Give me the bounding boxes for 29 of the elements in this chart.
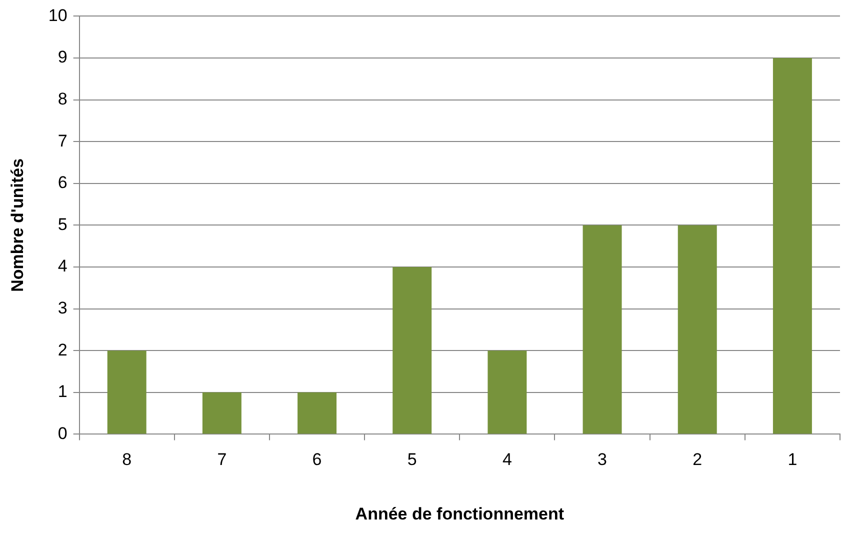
bar (678, 225, 717, 434)
x-tick-label: 7 (217, 450, 227, 470)
x-tick-label: 2 (692, 450, 702, 470)
bar (772, 58, 812, 434)
y-tick-label: 1 (58, 382, 68, 402)
bar (202, 392, 242, 434)
y-tick-label: 7 (58, 131, 68, 150)
x-tick-label: 8 (122, 450, 132, 470)
x-tick-label: 6 (312, 450, 322, 470)
x-tick-label: 4 (502, 450, 512, 470)
bar (392, 267, 432, 434)
bar (488, 350, 527, 434)
y-tick-label: 4 (58, 256, 68, 276)
x-tick-label: 1 (788, 450, 798, 470)
y-tick-label: 3 (58, 298, 68, 318)
y-tick-label: 0 (58, 424, 68, 443)
y-tick-label: 8 (58, 89, 68, 108)
bar (107, 350, 146, 434)
y-tick-label: 2 (58, 340, 68, 360)
y-tick-label: 6 (58, 173, 68, 192)
x-tick-label: 5 (407, 450, 417, 470)
y-axis-title: Nombre d'unités (8, 158, 27, 292)
bar (298, 392, 337, 434)
bar (582, 225, 622, 434)
y-tick-label: 10 (48, 6, 68, 25)
y-tick-label: 9 (58, 48, 68, 67)
x-axis-title: Année de fonctionnement (355, 504, 564, 524)
x-tick-label: 3 (598, 450, 608, 470)
y-tick-label: 5 (58, 214, 68, 234)
